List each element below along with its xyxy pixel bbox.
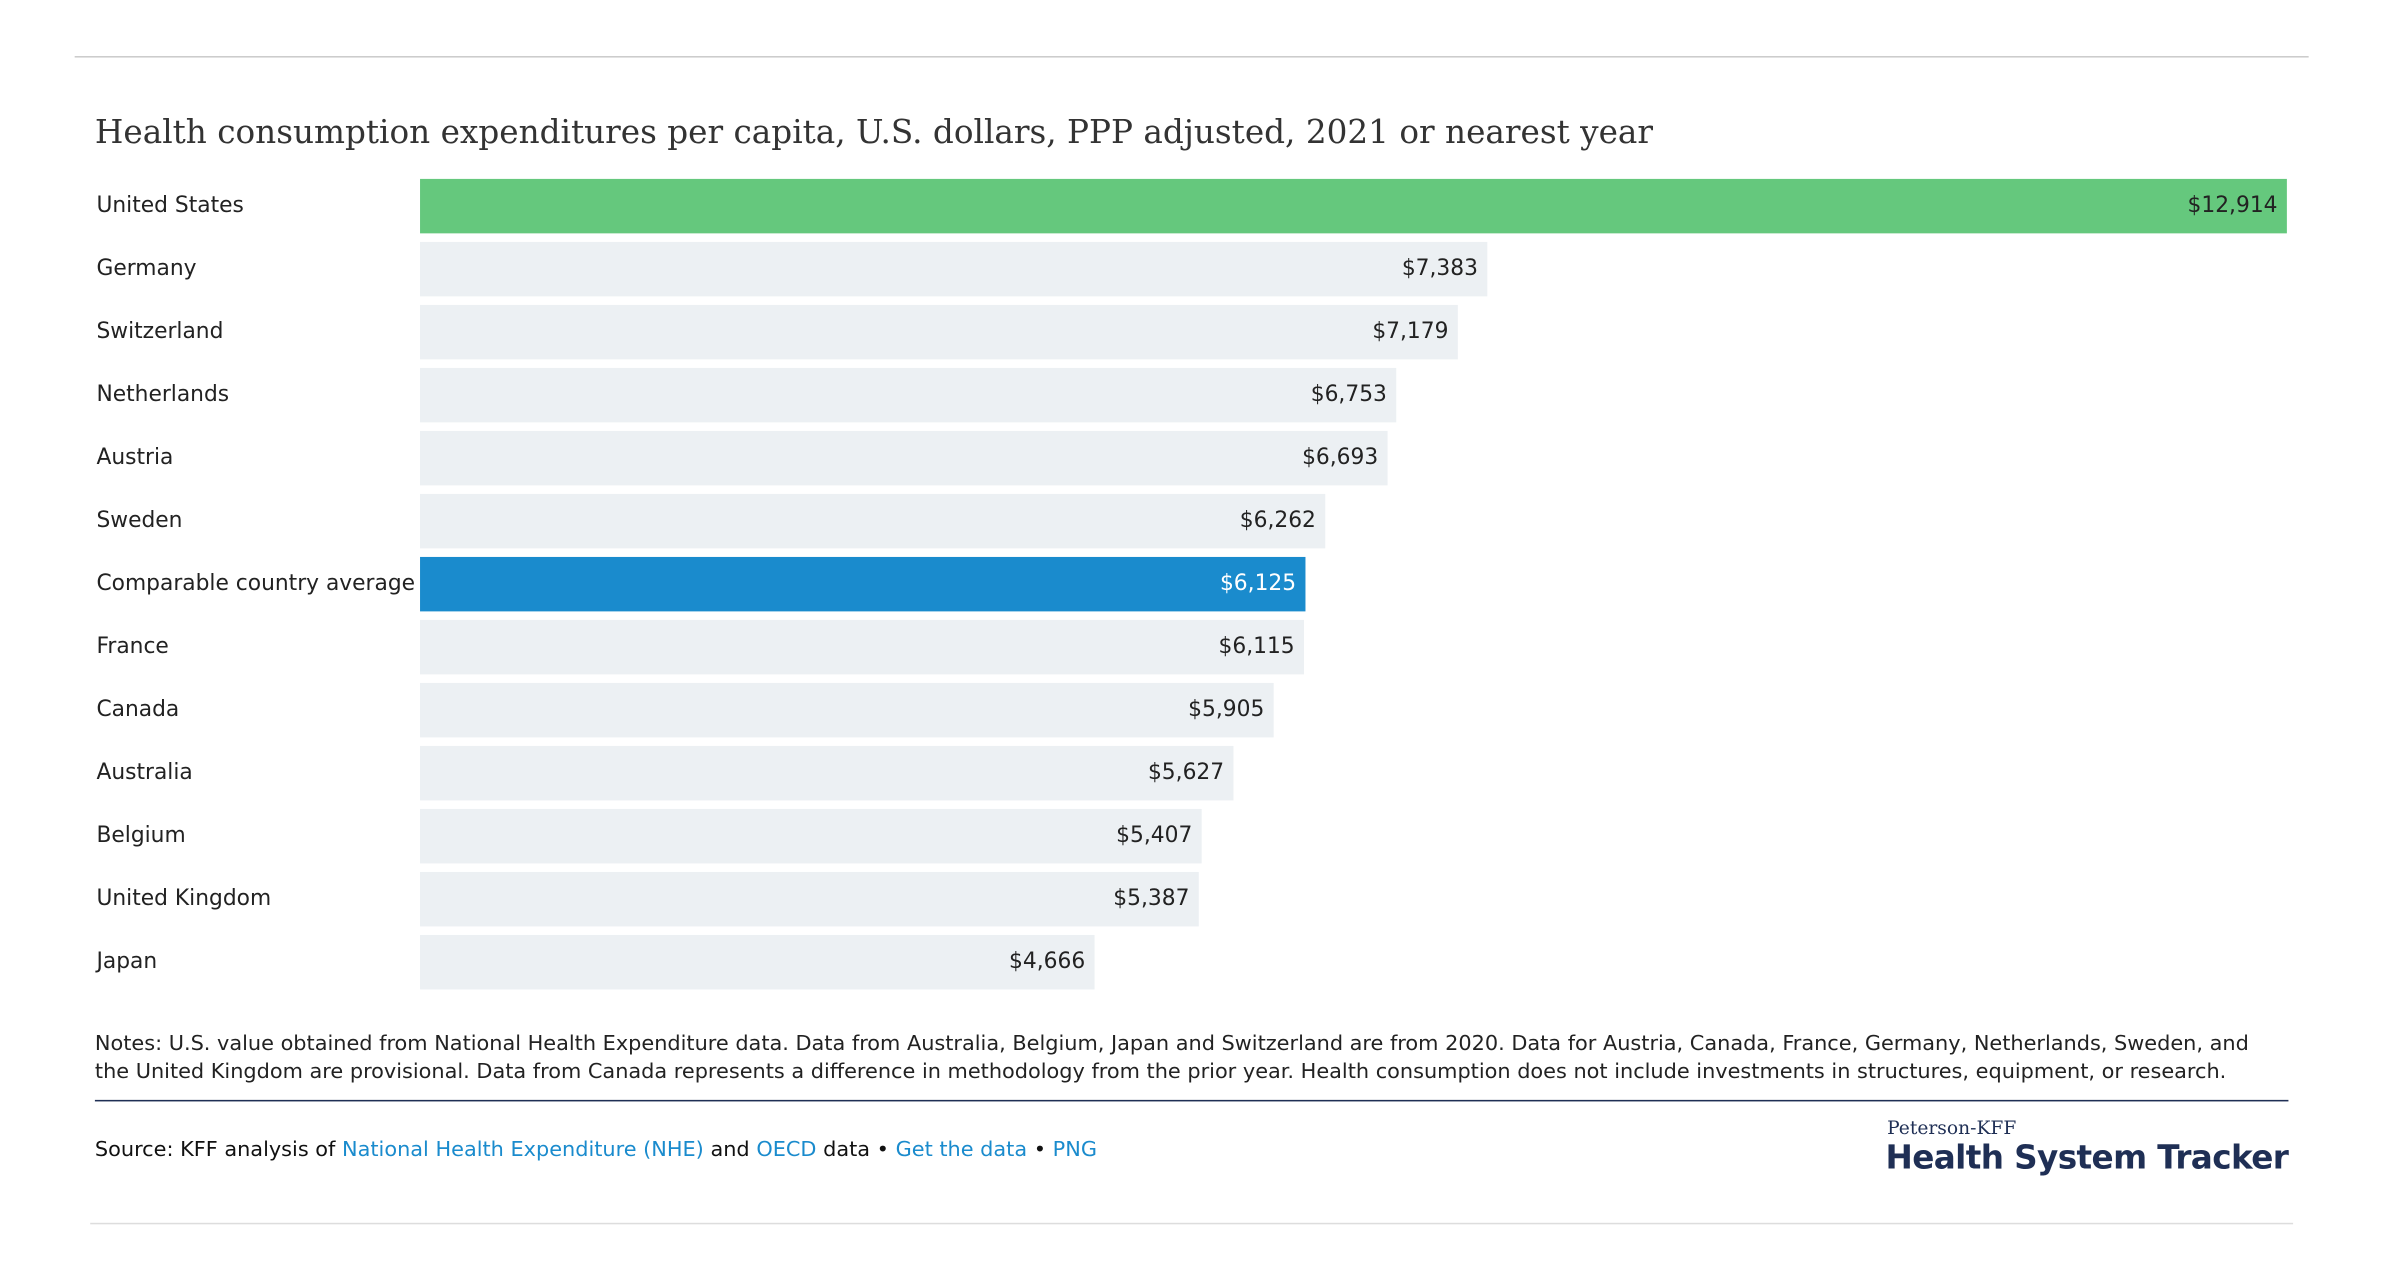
chart-title: Health consumption expenditures per capi… [94, 113, 1654, 151]
bar [420, 493, 1326, 549]
value-label: $5,905 [1188, 697, 1264, 722]
value-label: $5,627 [1148, 760, 1224, 785]
category-label: Austria [96, 445, 173, 470]
value-label: $5,387 [1113, 886, 1189, 911]
logo-small: Peterson-KFF [1887, 1116, 2017, 1139]
source-text: and [710, 1138, 750, 1163]
category-label: Sweden [96, 508, 182, 533]
top-rule [74, 56, 2309, 58]
bar [420, 304, 1458, 360]
category-label: Netherlands [96, 382, 229, 407]
bar [420, 241, 1488, 297]
source: Source: KFF analysis of National Health … [95, 1139, 1097, 1162]
notes-rule [94, 1099, 2289, 1102]
value-label: $4,666 [1009, 949, 1085, 974]
png-link[interactable]: PNG [1052, 1138, 1097, 1163]
notes: Notes: U.S. value obtained from National… [94, 1032, 2249, 1085]
value-label: $6,753 [1311, 382, 1387, 407]
category-label: Japan [94, 949, 157, 974]
logo-big: Health System Tracker [1885, 1138, 2289, 1177]
bar [420, 367, 1397, 423]
source-prefix: Source: KFF analysis of [94, 1138, 336, 1163]
category-label: Australia [96, 760, 192, 785]
source-link[interactable]: OECD [756, 1138, 817, 1163]
bar [420, 619, 1305, 675]
value-label: $6,693 [1302, 445, 1378, 470]
value-label: $6,125 [1220, 571, 1296, 596]
category-label: Comparable country average [96, 571, 415, 596]
value-label: $6,262 [1240, 508, 1316, 533]
category-label: Belgium [96, 823, 185, 848]
category-label: France [96, 634, 168, 659]
value-label: $7,179 [1372, 319, 1448, 344]
bar [420, 430, 1388, 486]
source-link[interactable]: National Health Expenditure (NHE) [342, 1138, 704, 1163]
bar [420, 808, 1202, 864]
category-label: Switzerland [96, 319, 223, 344]
bar [420, 178, 2287, 234]
category-label: Germany [96, 256, 196, 281]
category-label: Canada [96, 697, 179, 722]
value-label: $7,383 [1402, 256, 1478, 281]
category-label: United States [96, 193, 243, 218]
get-data-link[interactable]: Get the data [895, 1138, 1028, 1163]
value-label: $6,115 [1219, 634, 1295, 659]
chart: United States $12,914 Germany $7,383 Switzer… [94, 178, 2287, 990]
separator: • [1033, 1138, 1047, 1163]
category-label: United Kingdom [96, 886, 271, 911]
bar [420, 871, 1199, 927]
bar [420, 745, 1234, 801]
bar [420, 556, 1306, 612]
source-text: data [823, 1138, 871, 1163]
bottom-rule [90, 1222, 2294, 1225]
value-label: $12,914 [2188, 193, 2278, 218]
separator: • [876, 1138, 889, 1163]
bar [420, 682, 1274, 738]
bar [420, 934, 1095, 990]
value-label: $5,407 [1116, 823, 1192, 848]
